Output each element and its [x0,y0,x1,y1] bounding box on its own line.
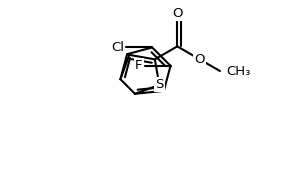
Text: O: O [172,7,183,20]
Text: F: F [135,59,143,72]
Text: S: S [155,78,164,91]
Text: Cl: Cl [111,41,124,54]
Text: CH₃: CH₃ [226,65,250,78]
Text: O: O [195,53,205,66]
